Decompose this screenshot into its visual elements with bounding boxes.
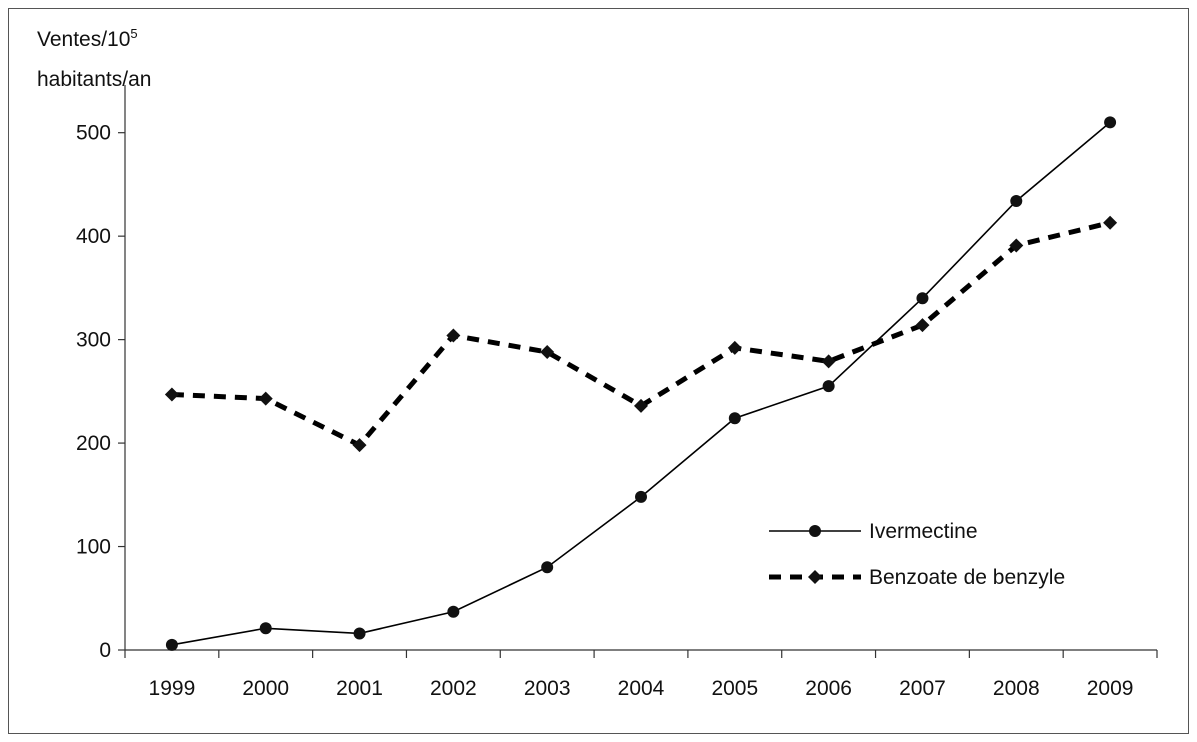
y-axis-label-text: Ventes/10 — [37, 28, 131, 51]
chart-frame: Ventes/105 habitants/an 0 100 200 300 400 500… — [8, 8, 1189, 734]
data-point-series-1 — [822, 380, 835, 393]
data-point-series-1 — [541, 561, 554, 574]
data-point-series-1 — [353, 627, 366, 640]
x-tick-label: 2003 — [524, 677, 571, 700]
data-point-series-1 — [728, 412, 741, 425]
y-axis-label-line2: habitants/an — [37, 68, 152, 91]
data-point-series-2 — [1103, 215, 1118, 230]
y-tick-label: 500 — [76, 122, 111, 145]
y-tick-label: 100 — [76, 536, 111, 559]
x-tick-label: 2006 — [805, 677, 852, 700]
legend-label-1: Ivermectine — [869, 520, 978, 543]
legend-label-2: Benzoate de benzyle — [869, 566, 1065, 589]
data-point-series-2 — [258, 391, 273, 406]
y-axis-label-line1: Ventes/105 — [37, 26, 138, 51]
data-point-series-1 — [1104, 116, 1117, 129]
data-point-series-2 — [915, 318, 930, 333]
data-point-series-2 — [540, 345, 555, 360]
x-tick-label: 2001 — [336, 677, 383, 700]
data-point-series-2 — [634, 398, 648, 413]
data-point-series-2 — [446, 328, 461, 343]
data-point-series-1 — [259, 622, 272, 635]
data-point-series-1 — [635, 490, 647, 503]
x-tick-label: 2007 — [899, 677, 946, 700]
x-tick-label: 2008 — [993, 677, 1040, 700]
data-point-series-2 — [352, 438, 367, 453]
x-tick-label: 2005 — [711, 677, 758, 700]
line-chart: 0 100 200 300 400 500 1999 2000 2001 2002 2003 2004… — [76, 85, 1158, 700]
legend-marker-1 — [809, 525, 821, 537]
x-tick-label: 1999 — [149, 677, 196, 700]
x-tick-label: 2000 — [242, 677, 289, 700]
y-tick-label: 300 — [76, 329, 111, 352]
y-axis-label-superscript: 5 — [130, 26, 138, 41]
y-tick-label: 200 — [76, 432, 111, 455]
y-tick-label: 0 — [99, 639, 111, 662]
data-point-series-2 — [1009, 238, 1024, 253]
x-tick-label: 2002 — [430, 677, 477, 700]
data-point-series-2 — [164, 387, 179, 402]
data-point-series-2 — [821, 354, 836, 369]
data-point-series-1 — [447, 605, 460, 618]
legend-marker-2 — [808, 570, 822, 584]
data-point-series-1 — [916, 292, 929, 305]
data-point-series-1 — [165, 638, 178, 651]
data-point-series-2 — [727, 340, 742, 355]
data-point-series-1 — [1010, 194, 1023, 207]
y-tick-label: 400 — [76, 225, 111, 248]
x-tick-label: 2004 — [618, 677, 665, 700]
x-tick-label: 2009 — [1087, 677, 1134, 700]
